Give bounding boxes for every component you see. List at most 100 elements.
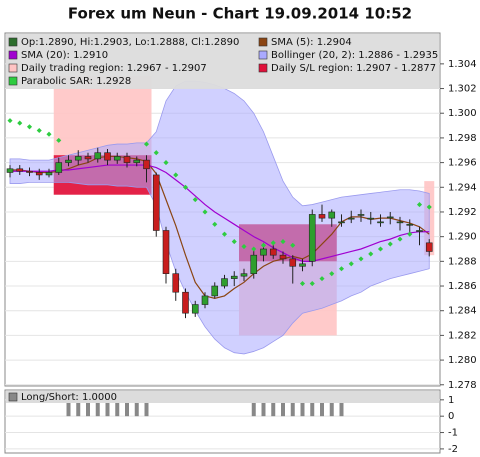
candle-body bbox=[308, 214, 316, 262]
y-tick-label: -2 bbox=[448, 444, 458, 455]
legend-label: Op:1.2890, Hi:1.2903, Lo:1.2888, Cl:1.28… bbox=[21, 37, 239, 48]
candle-body bbox=[104, 152, 111, 161]
candle-body bbox=[45, 172, 53, 176]
candle-body bbox=[425, 242, 433, 252]
y-tick-label: 1.304 bbox=[448, 59, 477, 70]
sar-point bbox=[299, 281, 306, 287]
candle-body bbox=[133, 159, 141, 163]
candle-body bbox=[6, 168, 14, 173]
sar-point bbox=[329, 271, 335, 277]
sar-point bbox=[280, 239, 286, 245]
candle-body bbox=[84, 156, 92, 160]
sar-point bbox=[358, 256, 364, 262]
candle-body bbox=[74, 156, 82, 161]
legend-label: SMA (5): 1.2904 bbox=[271, 37, 352, 48]
candle-body bbox=[16, 168, 24, 172]
candle-body bbox=[35, 172, 43, 176]
y-tick-label: 1.296 bbox=[448, 158, 477, 169]
sar-point bbox=[143, 141, 150, 147]
candle-body bbox=[338, 221, 345, 224]
bar bbox=[66, 399, 71, 417]
legend-box bbox=[6, 34, 439, 89]
candle-body bbox=[416, 230, 423, 232]
sar-point bbox=[192, 197, 198, 203]
candle-body bbox=[299, 263, 306, 267]
candle-body bbox=[211, 285, 219, 297]
y-tick-label: 1.298 bbox=[448, 133, 477, 144]
candle-body bbox=[55, 162, 63, 173]
y-tick-label: 1.288 bbox=[448, 256, 477, 267]
legend-label: Long/Short: 1.0000 bbox=[21, 392, 117, 403]
bar bbox=[76, 399, 81, 417]
bar bbox=[86, 399, 90, 417]
bollinger-band bbox=[9, 80, 430, 355]
y-tick-label: 1.282 bbox=[448, 330, 477, 341]
y-tick-label: 1.300 bbox=[448, 108, 477, 119]
sar-point bbox=[212, 221, 218, 227]
candle-body bbox=[65, 159, 72, 163]
legend-label: Daily S/L region: 1.2907 - 1.2877 bbox=[271, 63, 436, 74]
bar bbox=[115, 399, 120, 417]
sar-point bbox=[348, 261, 354, 267]
sar-point bbox=[368, 251, 374, 257]
sar-point bbox=[377, 246, 384, 252]
sar-point bbox=[416, 202, 423, 208]
candle-body bbox=[152, 174, 160, 231]
bar bbox=[125, 399, 129, 417]
bar bbox=[281, 399, 285, 417]
sar-point bbox=[231, 239, 237, 245]
candle-body bbox=[279, 254, 287, 260]
candle-body bbox=[367, 217, 375, 220]
candle-body bbox=[347, 217, 355, 220]
y-tick-label: 1 bbox=[448, 395, 454, 406]
candle-body bbox=[357, 214, 365, 216]
sar-point bbox=[309, 281, 315, 287]
bar bbox=[251, 399, 256, 417]
bar bbox=[105, 399, 110, 417]
y-tick-label: 1.292 bbox=[448, 207, 477, 218]
bar bbox=[290, 399, 295, 417]
chart-title: Forex um Neun - Chart 19.09.2014 10:52 bbox=[68, 5, 412, 23]
candle-body bbox=[377, 221, 384, 224]
legend-swatch bbox=[258, 50, 268, 60]
candle-body bbox=[113, 156, 121, 161]
candle-body bbox=[162, 230, 170, 274]
bar bbox=[320, 399, 324, 417]
candle-body bbox=[172, 273, 180, 293]
legend-label: Parabolic SAR: 1.2928 bbox=[21, 76, 131, 87]
legend-swatch bbox=[8, 76, 18, 86]
candle-body bbox=[318, 214, 326, 219]
legend-label: Daily trading region: 1.2967 - 1.2907 bbox=[21, 63, 207, 74]
sar-point bbox=[163, 160, 169, 166]
bar bbox=[271, 399, 276, 417]
sar-point bbox=[407, 231, 413, 237]
candle-body bbox=[289, 258, 297, 267]
candle-body bbox=[386, 216, 394, 219]
legend-swatch bbox=[8, 50, 18, 60]
legend-swatch bbox=[258, 63, 268, 73]
candle-body bbox=[396, 221, 404, 224]
candle-body bbox=[250, 254, 258, 274]
y-tick-label: 1.302 bbox=[448, 84, 477, 95]
sar-point bbox=[397, 236, 403, 242]
legend-swatch bbox=[8, 392, 18, 402]
y-tick-label: 1.280 bbox=[448, 355, 477, 366]
legend-label: Bollinger (20, 2): 1.2886 - 1.2935 bbox=[271, 50, 438, 61]
candle-body bbox=[182, 291, 189, 314]
sar-point bbox=[338, 266, 345, 272]
candle-body bbox=[201, 295, 209, 305]
candle-body bbox=[230, 275, 238, 279]
y-tick-label: 0 bbox=[448, 411, 454, 422]
sar-point bbox=[270, 240, 276, 246]
legend-swatch bbox=[258, 37, 268, 47]
candle-body bbox=[191, 304, 199, 314]
candle-body bbox=[269, 248, 277, 256]
candle-body bbox=[143, 159, 150, 170]
y-tick-label: 1.278 bbox=[448, 380, 477, 391]
candle-body bbox=[123, 156, 131, 163]
candle-body bbox=[328, 211, 336, 219]
sar-point bbox=[241, 243, 247, 250]
bar bbox=[261, 399, 266, 417]
bar bbox=[300, 399, 305, 417]
